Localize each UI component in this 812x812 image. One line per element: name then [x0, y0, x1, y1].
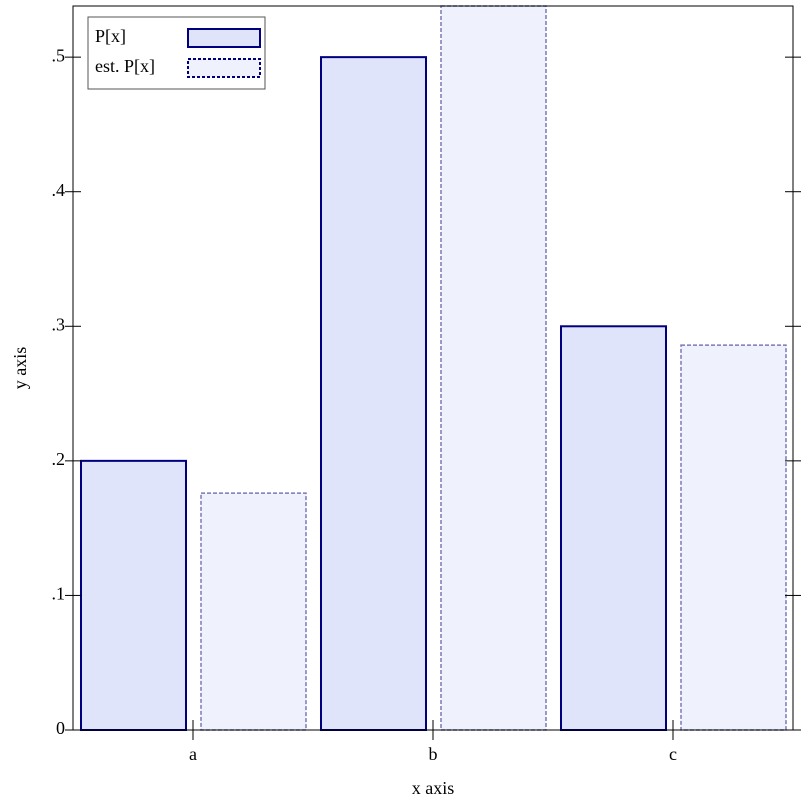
- x-tick-label: b: [429, 744, 438, 764]
- bar: [320, 56, 427, 731]
- y-tick-label: 0: [56, 718, 65, 738]
- x-tick-label: c: [669, 744, 677, 764]
- bar: [680, 344, 787, 731]
- y-tick-label: .5: [52, 45, 66, 65]
- x-tick-label: a: [189, 744, 197, 764]
- y-tick-label: .2: [52, 449, 66, 469]
- x-axis-label: x axis: [412, 778, 455, 798]
- legend-swatch: [187, 28, 261, 48]
- bar: [200, 492, 307, 731]
- bar: [80, 459, 187, 731]
- bar: [440, 5, 547, 731]
- y-tick-label: .4: [52, 180, 66, 200]
- legend-label: P[x]: [95, 26, 126, 46]
- y-tick-label: .1: [52, 584, 66, 604]
- y-tick-label: .3: [52, 314, 66, 334]
- legend-label: est. P[x]: [95, 56, 155, 76]
- bar: [560, 325, 667, 731]
- legend-swatch: [187, 58, 261, 78]
- y-axis-label: y axis: [10, 347, 30, 390]
